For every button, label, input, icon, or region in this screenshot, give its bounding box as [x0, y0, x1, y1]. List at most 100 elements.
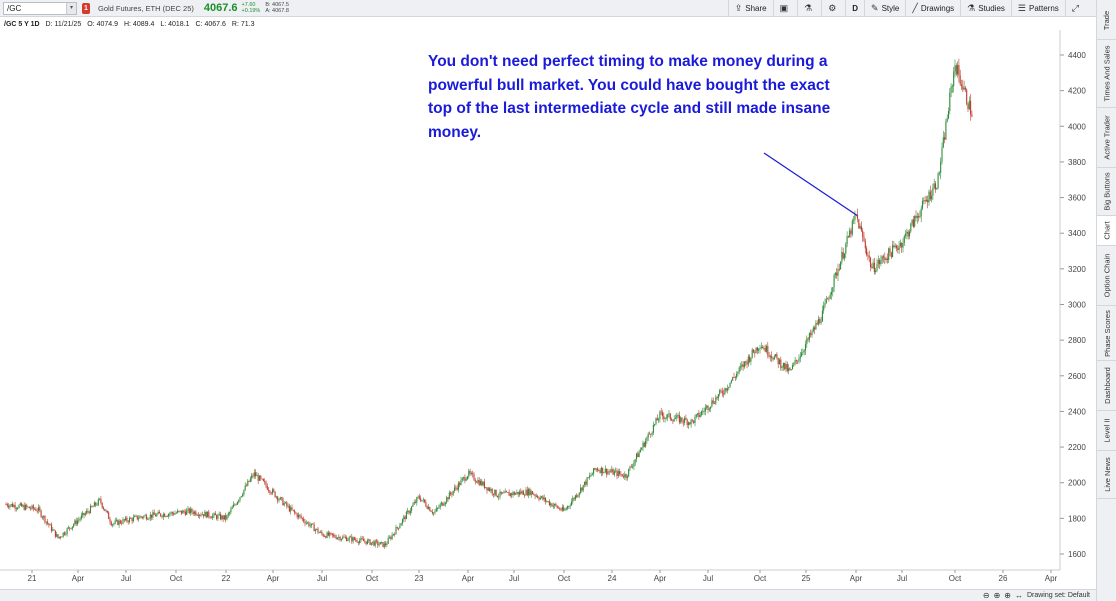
candle-body — [99, 498, 101, 500]
candle-body — [546, 501, 548, 503]
candle-body — [574, 495, 576, 500]
snapshot-button[interactable]: ▣ — [772, 0, 798, 17]
candle-body — [290, 507, 292, 512]
candle-body — [612, 469, 614, 475]
candle-body — [889, 248, 891, 253]
candle-body — [638, 451, 640, 458]
candle-body — [261, 478, 263, 480]
candle-body — [573, 498, 575, 500]
status-bar: ⊖ ⊕ ⊕ ↔ Drawing set: Default — [0, 589, 1096, 601]
tab-trade[interactable]: Trade — [1097, 2, 1116, 40]
candle-body — [125, 517, 127, 521]
candle-body — [184, 511, 186, 515]
chart-title: /GC 5 Y 1D — [4, 20, 40, 28]
tab-option-chain[interactable]: Option Chain — [1097, 246, 1116, 306]
candle-body — [86, 510, 88, 514]
tab-label: Active Trader — [1102, 115, 1112, 160]
candle-body — [769, 355, 771, 357]
candle-body — [660, 411, 662, 413]
candle-body — [281, 497, 283, 499]
candle-body — [963, 87, 965, 90]
annotation-text[interactable]: You don't need perfect timing to make mo… — [428, 53, 831, 141]
candle-body — [296, 513, 298, 518]
style-button[interactable]: ✎ Style — [864, 0, 905, 17]
candle-body — [386, 543, 388, 546]
candle-body — [695, 414, 697, 417]
candle-body — [625, 474, 627, 478]
candle-body — [230, 508, 232, 513]
crosshair-icon[interactable]: ⊕ — [1004, 591, 1011, 600]
candle-body — [726, 388, 729, 391]
open-readout: O: 4074.9 — [87, 20, 118, 28]
candle-body — [472, 473, 474, 475]
candle-body — [729, 382, 731, 387]
tab-label: Dashboard — [1102, 367, 1112, 404]
candle-body — [67, 527, 69, 529]
candle-body — [827, 298, 829, 300]
settings-button[interactable]: ⚙ — [821, 0, 845, 17]
symbol-input[interactable]: /GC ▾ — [3, 1, 77, 15]
range-readout: R: 71.3 — [231, 20, 255, 28]
alert-badge[interactable]: 1 — [82, 2, 90, 14]
drawings-button[interactable]: ╱ Drawings — [905, 0, 960, 17]
candle-body — [559, 507, 561, 510]
candle-body — [750, 357, 752, 362]
candle-body — [756, 347, 758, 351]
tab-times-and-sales[interactable]: Times And Sales — [1097, 40, 1116, 108]
candle-body — [698, 413, 700, 417]
candle-body — [143, 515, 145, 518]
tab-level-ii[interactable]: Level II — [1097, 411, 1116, 451]
candle-body — [949, 92, 951, 112]
candle-body — [355, 539, 357, 541]
zoom-in-icon[interactable]: ⊕ — [993, 591, 1001, 600]
zoom-out-icon[interactable]: ⊖ — [982, 591, 990, 600]
annotation-line[interactable] — [763, 152, 858, 216]
price-chart[interactable]: 1600 1800 2000 2200 2400 2600 2800 3000 3200 3400… — [0, 30, 1096, 589]
candle-body — [876, 264, 878, 271]
candle-body — [89, 505, 92, 513]
candle-body — [788, 368, 790, 371]
drawing-set-label[interactable]: Drawing set: Default — [1026, 592, 1090, 599]
candle-body — [499, 491, 501, 497]
candle-body — [106, 510, 108, 513]
candle-body — [388, 537, 391, 539]
patterns-button[interactable]: ☰ Patterns — [1010, 0, 1065, 17]
tab-live-news[interactable]: Live News — [1097, 451, 1116, 499]
candle-body — [329, 532, 331, 536]
tab-chart[interactable]: Chart — [1097, 216, 1116, 246]
tab-big-buttons[interactable]: Big Buttons — [1097, 168, 1116, 216]
candle-body — [615, 470, 617, 472]
candle-body — [621, 474, 623, 477]
candle-body — [819, 318, 821, 323]
candle-body — [526, 489, 528, 496]
candle-body — [238, 500, 240, 502]
tab-phase-scores[interactable]: Phase Scores — [1097, 306, 1116, 361]
candle-body — [265, 482, 267, 486]
candle-body — [890, 252, 892, 257]
candle-body — [525, 489, 527, 496]
candle-body — [505, 491, 508, 493]
candle-body — [195, 511, 197, 515]
flask-button[interactable]: ⚗ — [797, 0, 821, 17]
studies-button[interactable]: ⚗ Studies — [960, 0, 1011, 17]
candle-body — [9, 505, 11, 508]
candle-body — [940, 161, 942, 173]
y-tick-label: 1800 — [1068, 514, 1086, 523]
candle-body — [414, 502, 417, 503]
tab-dashboard[interactable]: Dashboard — [1097, 361, 1116, 411]
candle-body — [295, 512, 297, 514]
tab-active-trader[interactable]: Active Trader — [1097, 108, 1116, 168]
candle-body — [365, 541, 367, 545]
x-tick-label: Jul — [509, 574, 519, 583]
share-button[interactable]: ⇪ Share — [727, 0, 773, 17]
symbol-dropdown-icon[interactable]: ▾ — [66, 2, 76, 14]
pan-icon[interactable]: ↔ — [1014, 591, 1023, 600]
bid-value: B: 4067.5 — [265, 2, 289, 8]
period-button[interactable]: D — [845, 0, 864, 17]
expand-button[interactable]: ⤢ — [1064, 0, 1088, 17]
candle-body — [509, 493, 511, 496]
x-tick-label: 22 — [222, 574, 231, 583]
candle-body — [396, 527, 398, 528]
candle-body — [288, 505, 290, 512]
candle-body — [481, 480, 483, 486]
